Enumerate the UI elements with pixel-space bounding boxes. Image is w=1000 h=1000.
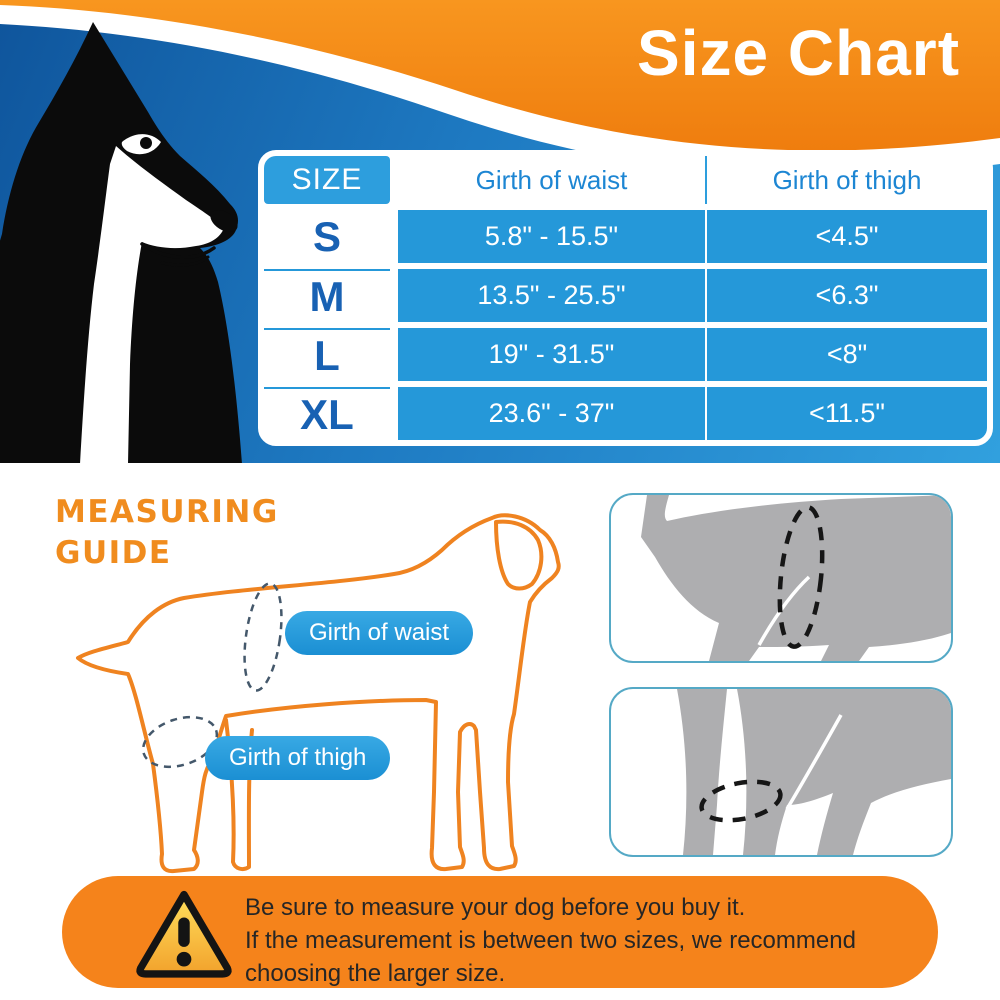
notice-text: Be sure to measure your dog before you b… bbox=[245, 891, 856, 990]
waist-measure-dashed-ellipse bbox=[243, 582, 283, 692]
notice-line-1: Be sure to measure your dog before you b… bbox=[245, 894, 746, 921]
notice-banner: Be sure to measure your dog before you b… bbox=[62, 876, 938, 988]
row-s-thigh: <4.5" bbox=[705, 210, 987, 263]
row-m-size: M bbox=[264, 269, 390, 322]
header-swoosh bbox=[0, 0, 1000, 177]
row-s-waist: 5.8" - 15.5" bbox=[390, 210, 705, 263]
row-xl-size: XL bbox=[264, 387, 390, 440]
dog-ear-line bbox=[494, 519, 544, 591]
header-section: Size Chart SIZE Girth of waist Girth of … bbox=[0, 0, 1000, 463]
heading-line-2: GUIDE bbox=[55, 535, 172, 571]
notice-line-3: choosing the larger size. bbox=[245, 960, 506, 987]
notice-line-2: If the measurement is between two sizes,… bbox=[245, 927, 856, 954]
row-xl-thigh: <11.5" bbox=[705, 387, 987, 440]
row-l-waist: 19" - 31.5" bbox=[390, 328, 705, 381]
dog-inner-leg-line bbox=[224, 718, 254, 872]
col-header-size: SIZE bbox=[264, 156, 390, 204]
thigh-label-pill: Girth of thigh bbox=[205, 736, 391, 780]
row-m-thigh: <6.3" bbox=[705, 269, 987, 322]
husky-head-illustration bbox=[0, 22, 242, 463]
thigh-dashed-ellipse bbox=[699, 779, 783, 823]
row-s-size: S bbox=[264, 210, 390, 263]
thigh-detail-panel bbox=[609, 687, 953, 857]
waist-detail-panel bbox=[609, 493, 953, 663]
col-header-thigh: Girth of thigh bbox=[705, 156, 987, 204]
row-xl-waist: 23.6" - 37" bbox=[390, 387, 705, 440]
warning-triangle-icon bbox=[136, 890, 232, 978]
size-table: SIZE Girth of waist Girth of thigh S 5.8… bbox=[258, 150, 993, 446]
thigh-detail-silhouette bbox=[677, 689, 951, 855]
dog-nose bbox=[210, 209, 238, 233]
row-l-size: L bbox=[264, 328, 390, 381]
waist-detail-silhouette bbox=[641, 495, 951, 661]
measuring-guide-heading: MEASURING GUIDE bbox=[55, 492, 279, 574]
row-l-thigh: <8" bbox=[705, 328, 987, 381]
waist-dashed-ellipse bbox=[777, 505, 825, 649]
waist-label-pill: Girth of waist bbox=[285, 611, 474, 655]
row-m-waist: 13.5" - 25.5" bbox=[390, 269, 705, 322]
heading-line-1: MEASURING bbox=[55, 494, 279, 530]
dog-measuring-outline bbox=[76, 513, 561, 874]
col-header-waist: Girth of waist bbox=[390, 156, 705, 204]
page-title: Size Chart bbox=[637, 17, 960, 89]
